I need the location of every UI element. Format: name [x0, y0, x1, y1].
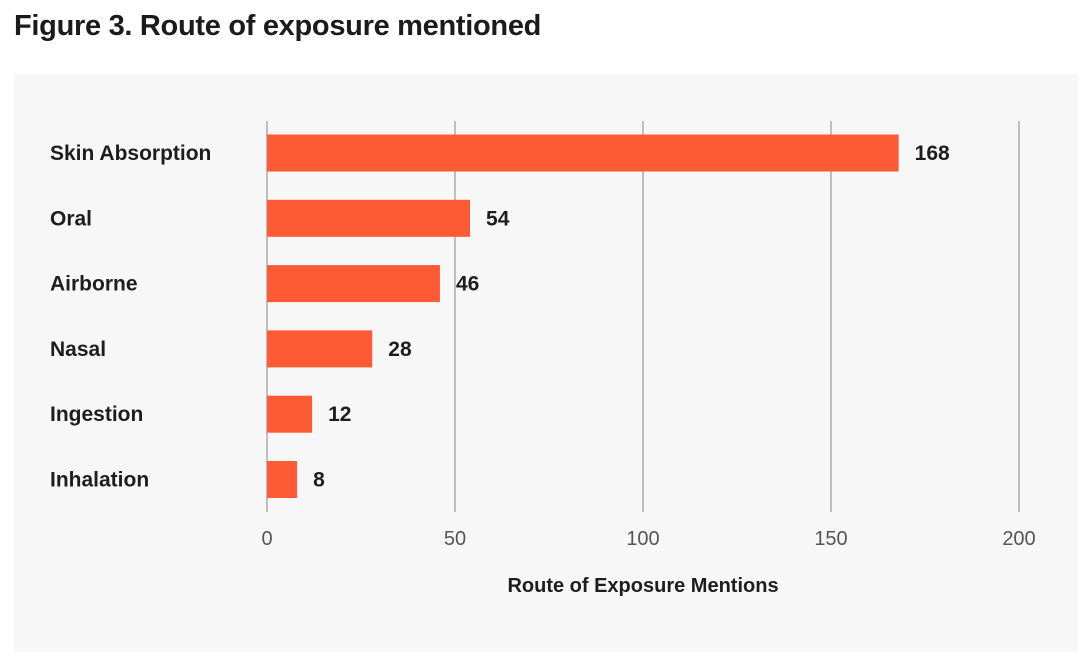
category-label: Ingestion	[50, 403, 143, 426]
category-label: Inhalation	[50, 469, 149, 492]
value-labels: 168 54 46 28 12 8	[313, 142, 950, 492]
x-axis-title: Route of Exposure Mentions	[507, 575, 778, 597]
category-labels: Skin Absorption Oral Airborne Nasal Ingestio…	[50, 142, 211, 492]
category-label: Oral	[50, 207, 92, 230]
bar	[267, 461, 298, 498]
x-tick-label: 50	[444, 528, 466, 550]
bars	[267, 134, 899, 498]
figure-title: Figure 3. Route of exposure mentioned	[14, 10, 542, 42]
x-tick-label: 100	[626, 528, 659, 550]
bar	[267, 199, 471, 237]
value-label: 168	[915, 142, 950, 165]
bar	[267, 395, 313, 433]
value-label: 28	[388, 338, 412, 361]
bar	[267, 330, 373, 368]
value-label: 8	[313, 469, 325, 492]
value-label: 54	[486, 207, 510, 230]
x-tick-label: 150	[814, 528, 847, 550]
gridlines	[266, 121, 1020, 512]
bar	[267, 134, 899, 172]
category-label: Skin Absorption	[50, 142, 211, 165]
x-tick-labels: 0 50 100 150 200	[261, 528, 1035, 550]
x-tick-label: 200	[1002, 528, 1035, 550]
chart-panel: Skin Absorption Oral Airborne Nasal Ingestio…	[14, 74, 1078, 652]
x-tick-label: 0	[261, 528, 272, 550]
value-label: 12	[328, 403, 351, 426]
bar-chart: Skin Absorption Oral Airborne Nasal Ingestio…	[50, 121, 1036, 597]
bar	[267, 265, 440, 303]
category-label: Airborne	[50, 273, 138, 296]
value-label: 46	[456, 273, 479, 296]
category-label: Nasal	[50, 338, 106, 361]
